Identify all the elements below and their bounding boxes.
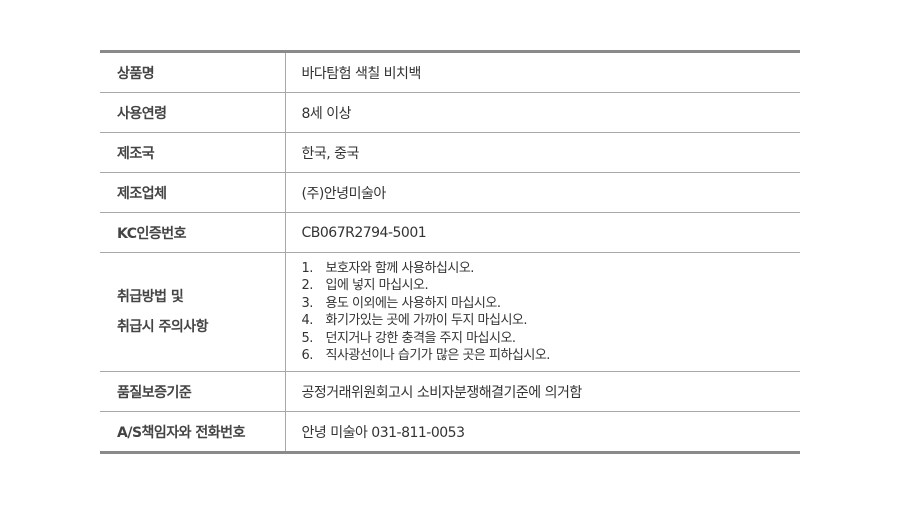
row-value: CB067R2794-5001 [285, 212, 800, 253]
row-value: 8세 이상 [285, 92, 800, 133]
care-list-cell: 1. 보호자와 함께 사용하십시오. 2. 입에 넣지 마십시오. 3. 용도 이외에… [285, 252, 801, 372]
product-info-table: 상품명 바다탐험 색칠 비치백 사용연령 8세 이상 제조국 한국, 중국 제조업체(… [100, 50, 800, 454]
table-row: KC인증번호 CB067R2794-5001 [100, 212, 800, 253]
row-label: 사용연령 [100, 92, 286, 133]
list-item: 2. 입에 넣지 마십시오. [301, 278, 429, 293]
row-value: 안녕 미술아 031-811-0053 [301, 424, 465, 441]
row-value: 공정거래위원회고시 소비자분쟁해결기준에 의거함 [285, 371, 800, 412]
row-label: A/S책임자와 전화번호 [100, 411, 286, 453]
table-row: 상품명 바다탐험 색칠 비치백 [100, 51, 800, 93]
list-item: 6. 직사광선이나 습기가 많은 곳은 피하십시오. [301, 348, 551, 363]
table-row: 사용연령 8세 이상 [100, 92, 800, 133]
table-row: 품질보증기준 공정거래위원회고시 소비자분쟁해결기준에 의거함 [100, 371, 800, 412]
row-label: 제조업체 [100, 172, 286, 213]
row-label: 상품명 [100, 51, 286, 93]
list-item: 4. 화기가있는 곳에 가까이 두지 마십시오. [301, 313, 528, 328]
table-row: 제조국 한국, 중국 [100, 132, 800, 173]
row-label: 품질보증기준 [100, 371, 286, 412]
label-line: 취급방법 및 [117, 289, 184, 305]
row-value: 한국, 중국 [285, 132, 800, 173]
row-value: (주)안녕미술아 [285, 172, 800, 213]
table-row: A/S책임자와 전화번호 안녕 미술아 031-811-0053 [100, 411, 800, 453]
row-value: 바다탐험 색칠 비치백 [285, 51, 800, 93]
list-item: 3. 용도 이외에는 사용하지 마십시오. [301, 295, 501, 311]
label-line: 취급시 주의사항 [117, 319, 209, 335]
row-label: KC인증번호 [100, 212, 286, 253]
list-item: 1. 보호자와 함께 사용하십시오. [301, 260, 475, 276]
table-row: 제조업체 (주)안녕미술아 [100, 172, 800, 213]
list-item: 5. 던지거나 강한 충격을 주지 마십시오. [301, 330, 517, 346]
care-list: 1. 보호자와 함께 사용하십시오. 2. 입에 넣지 마십시오. 3. 용도 이외에… [302, 257, 801, 368]
row-label: 제조국 [100, 132, 286, 173]
